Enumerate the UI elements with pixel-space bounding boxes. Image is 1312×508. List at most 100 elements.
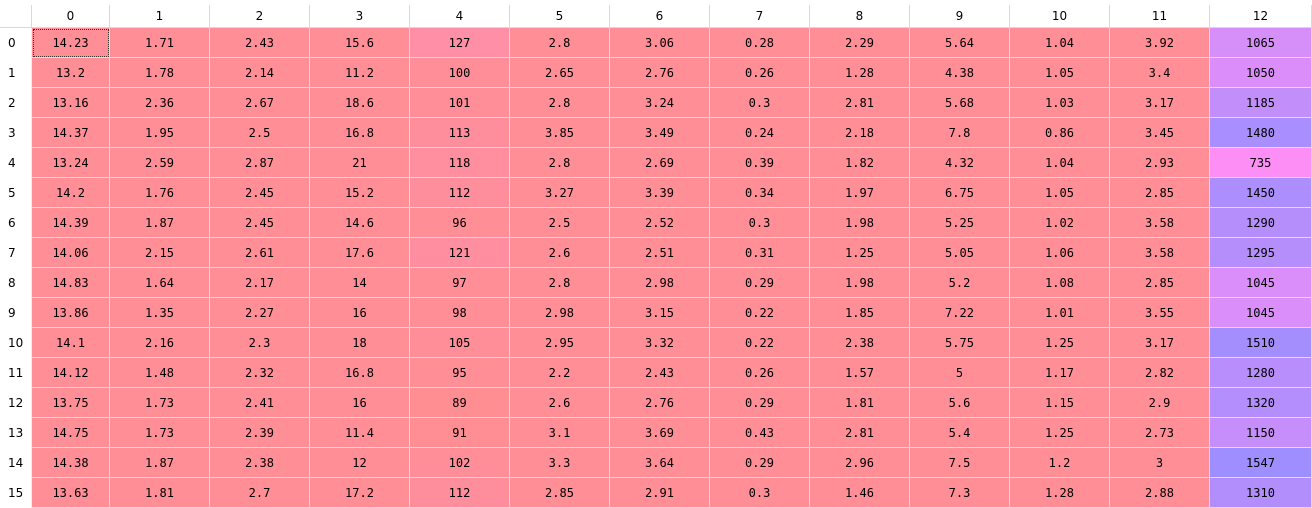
table-cell[interactable]: 13.63 [32, 478, 110, 508]
table-cell[interactable]: 2.45 [210, 208, 310, 238]
table-cell[interactable]: 3.32 [610, 328, 710, 358]
table-cell[interactable]: 15.6 [310, 28, 410, 58]
table-cell[interactable]: 1.98 [810, 208, 910, 238]
row-header[interactable]: 2 [0, 88, 32, 118]
table-cell[interactable]: 17.6 [310, 238, 410, 268]
table-cell[interactable]: 0.3 [710, 208, 810, 238]
table-cell[interactable]: 1.05 [1010, 178, 1110, 208]
table-cell[interactable]: 1.28 [1010, 478, 1110, 508]
table-cell[interactable]: 91 [410, 418, 510, 448]
table-cell[interactable]: 2.43 [210, 28, 310, 58]
table-cell[interactable]: 89 [410, 388, 510, 418]
table-cell[interactable]: 1.01 [1010, 298, 1110, 328]
table-cell[interactable]: 2.81 [810, 88, 910, 118]
column-header-12[interactable]: 12 [1210, 5, 1312, 28]
table-cell[interactable]: 2.5 [210, 118, 310, 148]
table-cell[interactable]: 1.85 [810, 298, 910, 328]
table-cell[interactable]: 3.3 [510, 448, 610, 478]
row-header[interactable]: 12 [0, 388, 32, 418]
table-cell[interactable]: 13.16 [32, 88, 110, 118]
table-cell[interactable]: 1.25 [1010, 418, 1110, 448]
row-header[interactable]: 15 [0, 478, 32, 508]
table-cell[interactable]: 1.64 [110, 268, 210, 298]
row-header[interactable]: 14 [0, 448, 32, 478]
table-cell[interactable]: 121 [410, 238, 510, 268]
table-cell[interactable]: 1510 [1210, 328, 1312, 358]
table-cell[interactable]: 5.6 [910, 388, 1010, 418]
row-header[interactable]: 3 [0, 118, 32, 148]
table-cell[interactable]: 1150 [1210, 418, 1312, 448]
table-cell[interactable]: 5.25 [910, 208, 1010, 238]
table-cell[interactable]: 1480 [1210, 118, 1312, 148]
table-cell[interactable]: 1.08 [1010, 268, 1110, 298]
table-cell[interactable]: 3.4 [1110, 58, 1210, 88]
row-header[interactable]: 7 [0, 238, 32, 268]
table-cell[interactable]: 1.98 [810, 268, 910, 298]
column-header-8[interactable]: 8 [810, 5, 910, 28]
table-cell[interactable]: 3.92 [1110, 28, 1210, 58]
table-cell[interactable]: 2.6 [510, 388, 610, 418]
table-cell[interactable]: 5 [910, 358, 1010, 388]
table-cell[interactable]: 0.39 [710, 148, 810, 178]
table-cell[interactable]: 2.93 [1110, 148, 1210, 178]
table-cell[interactable]: 0.24 [710, 118, 810, 148]
row-header[interactable]: 13 [0, 418, 32, 448]
table-cell[interactable]: 1045 [1210, 298, 1312, 328]
table-cell[interactable]: 2.38 [210, 448, 310, 478]
table-cell[interactable]: 6.75 [910, 178, 1010, 208]
table-cell[interactable]: 3.39 [610, 178, 710, 208]
table-cell[interactable]: 0.26 [710, 358, 810, 388]
table-cell[interactable]: 14.12 [32, 358, 110, 388]
table-cell[interactable]: 11.2 [310, 58, 410, 88]
table-cell[interactable]: 0.26 [710, 58, 810, 88]
table-cell[interactable]: 96 [410, 208, 510, 238]
table-cell[interactable]: 1.57 [810, 358, 910, 388]
table-cell[interactable]: 0.86 [1010, 118, 1110, 148]
table-cell[interactable]: 7.3 [910, 478, 1010, 508]
table-cell[interactable]: 13.2 [32, 58, 110, 88]
table-cell[interactable]: 4.32 [910, 148, 1010, 178]
table-cell[interactable]: 2.36 [110, 88, 210, 118]
column-header-2[interactable]: 2 [210, 5, 310, 28]
table-cell[interactable]: 1.02 [1010, 208, 1110, 238]
column-header-11[interactable]: 11 [1110, 5, 1210, 28]
table-cell[interactable]: 2.76 [610, 58, 710, 88]
table-cell[interactable]: 2.91 [610, 478, 710, 508]
column-header-10[interactable]: 10 [1010, 5, 1110, 28]
table-cell[interactable]: 2.51 [610, 238, 710, 268]
column-header-9[interactable]: 9 [910, 5, 1010, 28]
table-cell[interactable]: 1.81 [110, 478, 210, 508]
table-cell[interactable]: 1065 [1210, 28, 1312, 58]
table-cell[interactable]: 3.85 [510, 118, 610, 148]
table-cell[interactable]: 2.8 [510, 148, 610, 178]
table-cell[interactable]: 3.64 [610, 448, 710, 478]
table-cell[interactable]: 14.1 [32, 328, 110, 358]
table-cell[interactable]: 12 [310, 448, 410, 478]
table-cell[interactable]: 1.25 [810, 238, 910, 268]
table-cell[interactable]: 3.15 [610, 298, 710, 328]
table-cell[interactable]: 0.43 [710, 418, 810, 448]
table-cell[interactable]: 1290 [1210, 208, 1312, 238]
table-cell[interactable]: 2.98 [510, 298, 610, 328]
table-cell[interactable]: 2.17 [210, 268, 310, 298]
table-cell[interactable]: 3.58 [1110, 238, 1210, 268]
table-cell[interactable]: 1295 [1210, 238, 1312, 268]
table-cell[interactable]: 3.45 [1110, 118, 1210, 148]
table-cell[interactable]: 2.59 [110, 148, 210, 178]
table-cell[interactable]: 0.31 [710, 238, 810, 268]
table-cell[interactable]: 3.69 [610, 418, 710, 448]
table-cell[interactable]: 2.85 [1110, 268, 1210, 298]
table-cell[interactable]: 5.2 [910, 268, 1010, 298]
table-cell[interactable]: 3.24 [610, 88, 710, 118]
table-cell[interactable]: 2.96 [810, 448, 910, 478]
table-cell[interactable]: 1.17 [1010, 358, 1110, 388]
column-header-7[interactable]: 7 [710, 5, 810, 28]
table-cell[interactable]: 118 [410, 148, 510, 178]
table-cell[interactable]: 1310 [1210, 478, 1312, 508]
table-cell[interactable]: 2.73 [1110, 418, 1210, 448]
table-cell[interactable]: 98 [410, 298, 510, 328]
table-cell[interactable]: 3.17 [1110, 88, 1210, 118]
table-cell[interactable]: 2.38 [810, 328, 910, 358]
table-cell[interactable]: 2.8 [510, 268, 610, 298]
table-cell[interactable]: 16.8 [310, 118, 410, 148]
